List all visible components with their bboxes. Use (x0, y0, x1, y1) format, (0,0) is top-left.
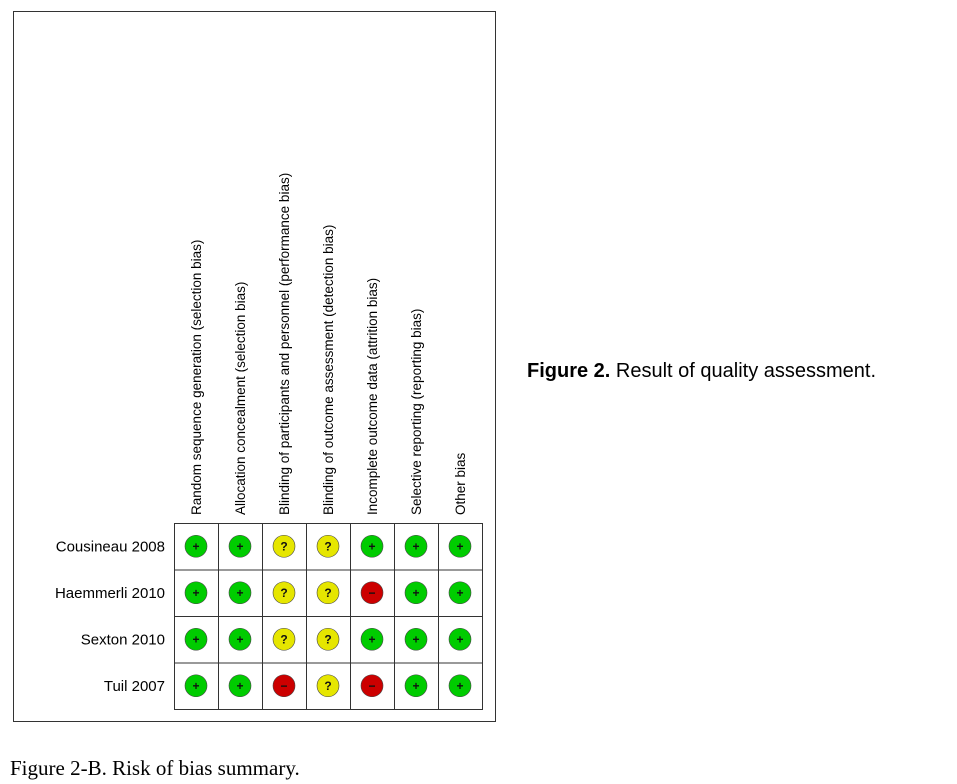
judgment-symbol: − (280, 679, 287, 693)
column-header: Selective reporting (reporting bias) (409, 309, 424, 515)
judgment-dot (316, 581, 340, 605)
judgment-symbol: + (412, 586, 419, 600)
judgment-dot (272, 674, 296, 698)
judgment-dot (316, 627, 340, 651)
judgment-symbol: − (368, 586, 375, 600)
judgment-dot (272, 581, 296, 605)
study-label: Tuil 2007 (104, 678, 165, 695)
judgment-symbol: + (456, 632, 463, 646)
judgment-symbol: + (456, 586, 463, 600)
judgment-dot (404, 581, 428, 605)
judgment-dot (360, 674, 384, 698)
study-label: Cousineau 2008 (56, 538, 165, 555)
judgment-dot (184, 534, 208, 558)
judgment-symbol: + (192, 586, 199, 600)
judgment-symbol: ? (280, 539, 287, 553)
study-label: Sexton 2010 (81, 631, 165, 648)
side-caption: Figure 2. Result of quality assessment. (527, 360, 876, 382)
judgment-dot (448, 674, 472, 698)
judgment-dot (316, 674, 340, 698)
judgment-dot (360, 627, 384, 651)
judgment-dot (404, 674, 428, 698)
judgment-symbol: + (412, 539, 419, 553)
judgment-dot (228, 674, 252, 698)
judgment-dot (184, 674, 208, 698)
judgment-symbol: + (236, 539, 243, 553)
judgment-dot (184, 627, 208, 651)
judgment-symbol: + (236, 679, 243, 693)
judgment-dot (448, 581, 472, 605)
judgment-dot (404, 534, 428, 558)
judgment-symbol: + (456, 679, 463, 693)
judgment-symbol: + (192, 679, 199, 693)
frame (13, 11, 496, 722)
study-label: Haemmerli 2010 (55, 585, 165, 602)
judgment-dot (360, 534, 384, 558)
column-header: Blinding of outcome assessment (detectio… (321, 225, 336, 515)
judgment-dot (272, 627, 296, 651)
judgment-symbol: + (368, 632, 375, 646)
judgment-dot (228, 534, 252, 558)
column-header: Blinding of participants and personnel (… (277, 173, 292, 515)
caption: Figure 2-B. Risk of bias summary. (10, 756, 300, 780)
judgment-symbol: + (236, 632, 243, 646)
judgment-symbol: + (412, 679, 419, 693)
judgment-dot (404, 627, 428, 651)
judgment-symbol: ? (324, 632, 331, 646)
judgment-dot (272, 534, 296, 558)
judgment-symbol: + (192, 539, 199, 553)
judgment-dot (228, 627, 252, 651)
side-caption-text: Result of quality assessment. (616, 360, 876, 382)
column-header: Allocation concealment (selection bias) (233, 282, 248, 515)
judgment-symbol: + (236, 586, 243, 600)
judgment-dot (360, 581, 384, 605)
judgment-symbol: + (192, 632, 199, 646)
judgment-symbol: − (368, 679, 375, 693)
judgment-dot (448, 534, 472, 558)
column-header: Other bias (453, 452, 468, 515)
judgment-symbol: ? (280, 632, 287, 646)
judgment-symbol: ? (280, 586, 287, 600)
judgment-symbol: + (456, 539, 463, 553)
judgment-symbol: + (412, 632, 419, 646)
judgment-symbol: + (368, 539, 375, 553)
judgment-dot (228, 581, 252, 605)
judgment-symbol: ? (324, 539, 331, 553)
judgment-dot (184, 581, 208, 605)
side-caption-label: Figure 2. (527, 360, 610, 382)
column-header: Incomplete outcome data (attrition bias) (365, 278, 380, 515)
judgment-dot (316, 534, 340, 558)
judgment-symbol: ? (324, 586, 331, 600)
judgment-dot (448, 627, 472, 651)
column-header: Random sequence generation (selection bi… (189, 240, 204, 515)
judgment-symbol: ? (324, 679, 331, 693)
